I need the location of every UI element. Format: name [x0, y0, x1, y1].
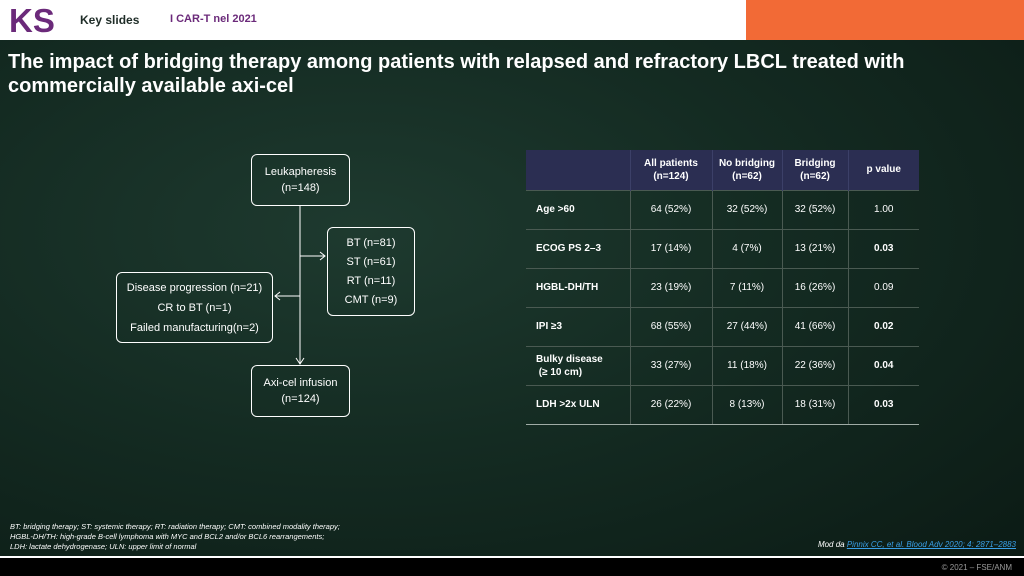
bridging-st: ST (n=61)	[346, 255, 396, 268]
excluded-manufacturing: Failed manufacturing(n=2)	[130, 321, 259, 334]
row-label: IPI ≥3	[526, 306, 631, 346]
topic-label: I CAR-T nel 2021	[170, 13, 257, 25]
row-label: Age >60	[526, 189, 631, 229]
cell-bridging: 32 (52%)	[782, 189, 849, 229]
cell-bridging: 41 (66%)	[782, 306, 849, 346]
citation-prefix: Mod da	[817, 540, 847, 549]
cell-no-bridging: 32 (52%)	[712, 189, 783, 229]
footnote: BT: bridging therapy; ST: systemic thera…	[10, 522, 610, 552]
header-all-patients: All patients (n=124)	[630, 150, 713, 190]
cell-bridging: 16 (26%)	[782, 267, 849, 307]
footer-bar: © 2021 – FSE/ANM	[0, 556, 1024, 576]
footnote-line: LDH: lactate dehydrogenase; ULN: upper l…	[10, 542, 197, 551]
cell-bridging: 18 (31%)	[782, 384, 849, 425]
cell-no-bridging: 27 (44%)	[712, 306, 783, 346]
header-bridging: Bridging (n=62)	[782, 150, 849, 190]
header-p-value: p value	[848, 150, 919, 190]
cell-p-value: 1.00	[848, 189, 919, 229]
logo-text: KS	[9, 4, 55, 36]
arrowhead-infusion	[295, 357, 305, 365]
arrowhead-bridging	[319, 251, 326, 261]
bridging-rt: RT (n=11)	[346, 274, 396, 287]
key-slides-label: Key slides	[80, 13, 140, 27]
footnote-line: HGBL-DH/TH: high-grade B-cell lymphoma w…	[10, 532, 325, 541]
row-label: HGBL-DH/TH	[526, 267, 631, 307]
results-table-wrap: All patients (n=124) No bridging (n=62) Br…	[526, 150, 919, 425]
cell-bridging: 13 (21%)	[782, 228, 849, 268]
row-label: LDH >2x ULN	[526, 384, 631, 425]
cell-p-value: 0.02	[848, 306, 919, 346]
cell-p-value: 0.04	[848, 345, 919, 385]
cell-bridging: 22 (36%)	[782, 345, 849, 385]
cell-p-value: 0.09	[848, 267, 919, 307]
cell-all: 68 (55%)	[630, 306, 713, 346]
header-bar: KS Key slides I CAR-T nel 2021	[0, 0, 1024, 40]
bridging-cmt: CMT (n=9)	[344, 293, 398, 306]
excluded-box: Disease progression (n=21) CR to BT (n=1…	[116, 272, 273, 343]
infusion-box: Axi-cel infusion (n=124)	[251, 365, 350, 417]
cell-no-bridging: 7 (11%)	[712, 267, 783, 307]
bridging-bt: BT (n=81)	[346, 236, 396, 249]
cell-all: 64 (52%)	[630, 189, 713, 229]
table-row: IPI ≥3 68 (55%) 27 (44%) 41 (66%) 0.02	[526, 306, 919, 346]
leukapheresis-label: Leukapheresis	[264, 166, 337, 178]
bridging-box: BT (n=81) ST (n=61) RT (n=11) CMT (n=9)	[327, 227, 415, 316]
excluded-progression: Disease progression (n=21)	[126, 281, 263, 294]
arrowhead-excluded	[274, 291, 281, 301]
cell-all: 23 (19%)	[630, 267, 713, 307]
row-label: ECOG PS 2–3	[526, 228, 631, 268]
table-row: Bulky disease (≥ 10 cm) 33 (27%) 11 (18%…	[526, 345, 919, 385]
cell-all: 17 (14%)	[630, 228, 713, 268]
cell-no-bridging: 11 (18%)	[712, 345, 783, 385]
cell-all: 26 (22%)	[630, 384, 713, 425]
footnote-line: BT: bridging therapy; ST: systemic thera…	[10, 522, 340, 531]
slide-title: The impact of bridging therapy among pat…	[8, 51, 905, 97]
excluded-cr: CR to BT (n=1)	[157, 301, 232, 314]
copyright: © 2021 – FSE/ANM	[941, 563, 1012, 572]
citation-link[interactable]: Pinnix CC, et al. Blood Adv 2020; 4: 287…	[846, 540, 1016, 549]
cell-p-value: 0.03	[848, 384, 919, 425]
header-accent	[746, 0, 1024, 40]
infusion-count: (n=124)	[281, 393, 320, 405]
table-row: ECOG PS 2–3 17 (14%) 4 (7%) 13 (21%) 0.0…	[526, 228, 919, 268]
cell-no-bridging: 8 (13%)	[712, 384, 783, 425]
ks-logo: KS	[8, 4, 70, 36]
row-label: Bulky disease (≥ 10 cm)	[526, 345, 631, 385]
cell-p-value: 0.03	[848, 228, 919, 268]
leukapheresis-count: (n=148)	[281, 182, 320, 194]
infusion-label: Axi-cel infusion	[263, 377, 338, 389]
cell-no-bridging: 4 (7%)	[712, 228, 783, 268]
cell-all: 33 (27%)	[630, 345, 713, 385]
header-empty	[526, 150, 631, 190]
header-no-bridging: No bridging (n=62)	[712, 150, 783, 190]
table-row: Age >60 64 (52%) 32 (52%) 32 (52%) 1.00	[526, 189, 919, 229]
table-header-row: All patients (n=124) No bridging (n=62) Br…	[526, 150, 919, 190]
results-table: All patients (n=124) No bridging (n=62) Br…	[526, 150, 919, 425]
table-row: LDH >2x ULN 26 (22%) 8 (13%) 18 (31%) 0.…	[526, 384, 919, 425]
citation: Mod da Pinnix CC, et al. Blood Adv 2020;…	[818, 540, 1016, 549]
table-row: HGBL-DH/TH 23 (19%) 7 (11%) 16 (26%) 0.0…	[526, 267, 919, 307]
leukapheresis-box: Leukapheresis (n=148)	[251, 154, 350, 206]
